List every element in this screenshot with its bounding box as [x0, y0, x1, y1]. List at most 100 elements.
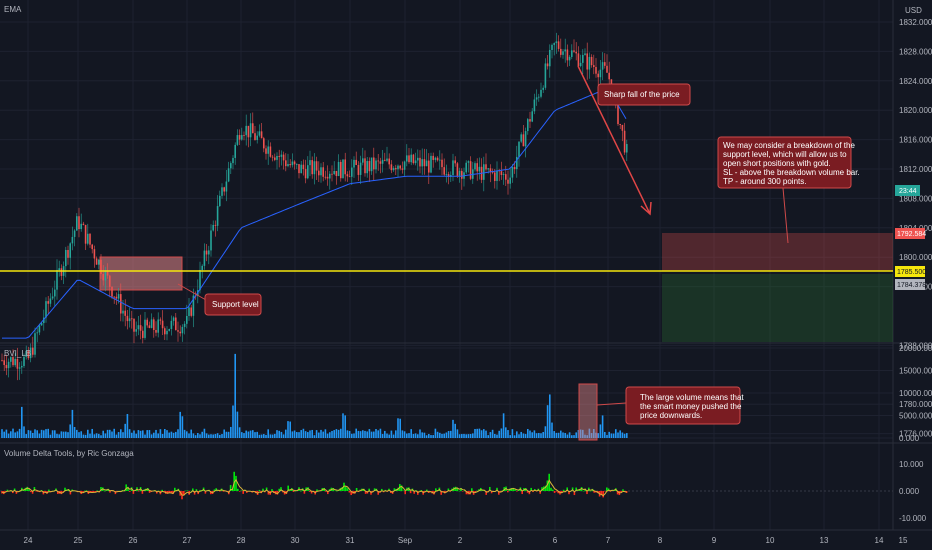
volume-bar [511, 429, 514, 438]
volume-bar [54, 430, 56, 438]
volume-bar [137, 430, 140, 438]
volume-bar [355, 428, 357, 438]
delta-bar [231, 489, 234, 491]
support-level-callout[interactable]: Support level [204, 293, 262, 316]
delta-bar [174, 487, 176, 491]
volume-bar [300, 430, 302, 438]
volume-bar [454, 423, 456, 438]
volume-bar [89, 433, 91, 438]
time-tick-label: 2 [458, 536, 463, 545]
volume-delta-pane[interactable]: Volume Delta Tools, by Ric Gonzaga 10.00… [0, 449, 927, 523]
delta-bar [413, 491, 415, 494]
candle-body [214, 224, 217, 226]
candle-body [397, 165, 399, 170]
delta-bar [622, 489, 624, 491]
volume-bar [135, 433, 137, 438]
candle-body [489, 168, 492, 172]
candle-body [177, 330, 179, 332]
volume-bar [586, 435, 588, 438]
volume-bar [293, 430, 296, 438]
volume-bar [271, 434, 274, 438]
candle-body [29, 347, 32, 359]
delta-bar [69, 491, 72, 495]
candle-body [267, 146, 269, 154]
delta-bar [48, 489, 50, 491]
volume-tick-label: 5000.000 [899, 412, 932, 421]
candle-body [300, 164, 302, 174]
volume-pane[interactable]: BVI_LB The large volume means that the s… [1, 344, 932, 443]
volume-bar [47, 428, 49, 438]
sharp-fall-callout[interactable]: Sharp fall of the price [597, 83, 691, 106]
volume-bar [412, 433, 415, 438]
candle-body [124, 310, 126, 316]
candle-body [43, 317, 45, 324]
candle-body [188, 307, 190, 316]
volume-bar [524, 434, 527, 438]
volume-bar [166, 430, 168, 438]
countdown-tag: 23:44 [895, 185, 920, 196]
candle-body [476, 163, 478, 172]
volume-bar [522, 433, 525, 438]
candle-body [232, 157, 234, 164]
volume-bar [280, 431, 283, 438]
candle-body [392, 168, 395, 171]
candle-body [230, 163, 232, 169]
volume-bar [401, 430, 404, 438]
delta-bar [377, 491, 379, 495]
volume-bar [87, 429, 89, 438]
candle-body [155, 329, 157, 333]
volume-bar [36, 430, 38, 438]
delta-bar [420, 490, 423, 491]
volume-bar [49, 434, 52, 438]
volume-bar [263, 434, 265, 438]
candle-body [183, 323, 186, 327]
time-tick-label: 6 [553, 536, 558, 545]
candle-body [419, 157, 421, 167]
volume-bar [553, 431, 555, 438]
candle-body [571, 50, 573, 57]
delta-bar [192, 488, 194, 491]
volume-bar [353, 433, 355, 438]
candle-body [285, 160, 287, 167]
volume-bar [324, 429, 327, 438]
large-volume-callout[interactable]: The large volume means that the smart mo… [625, 386, 744, 425]
delta-bar [172, 491, 174, 495]
delta-bar [258, 489, 261, 491]
delta-bar [530, 487, 532, 491]
candle-body [76, 216, 78, 231]
candle-body [208, 250, 210, 255]
svg-text:1792.584: 1792.584 [897, 231, 926, 238]
volume-bar [368, 429, 371, 438]
strategy-callout[interactable]: We may consider a breakdown of the suppo… [717, 136, 860, 189]
candle-body [10, 357, 12, 362]
price-pane[interactable]: EMA Support level Sharp fall of the pric… [0, 5, 932, 439]
candle-body [238, 135, 241, 140]
price-tick-label: 1812.000 [899, 165, 932, 174]
volume-bar [480, 430, 483, 438]
volume-bar [590, 433, 593, 438]
candle-body [34, 333, 36, 355]
volume-bar [32, 432, 34, 438]
candle-body [346, 174, 349, 177]
candle-body [368, 161, 371, 172]
candle-body [388, 158, 390, 165]
volume-bar [505, 427, 507, 438]
candle-body [626, 144, 628, 153]
delta-bar [507, 491, 509, 493]
delta-bar [426, 489, 428, 491]
candle-body [564, 49, 566, 52]
volume-bar [296, 432, 298, 438]
delta-bar [474, 491, 477, 493]
candle-body [139, 325, 142, 331]
sharp-fall-arrowhead [640, 201, 652, 216]
volume-bar [256, 431, 258, 438]
delta-bar [229, 485, 232, 491]
candle-body [533, 99, 536, 112]
delta-bar [526, 491, 529, 493]
delta-bar [310, 491, 313, 494]
delta-bar [435, 488, 437, 491]
volume-bar [177, 429, 179, 438]
time-tick-label: 3 [508, 536, 513, 545]
volume-bar [126, 414, 129, 438]
